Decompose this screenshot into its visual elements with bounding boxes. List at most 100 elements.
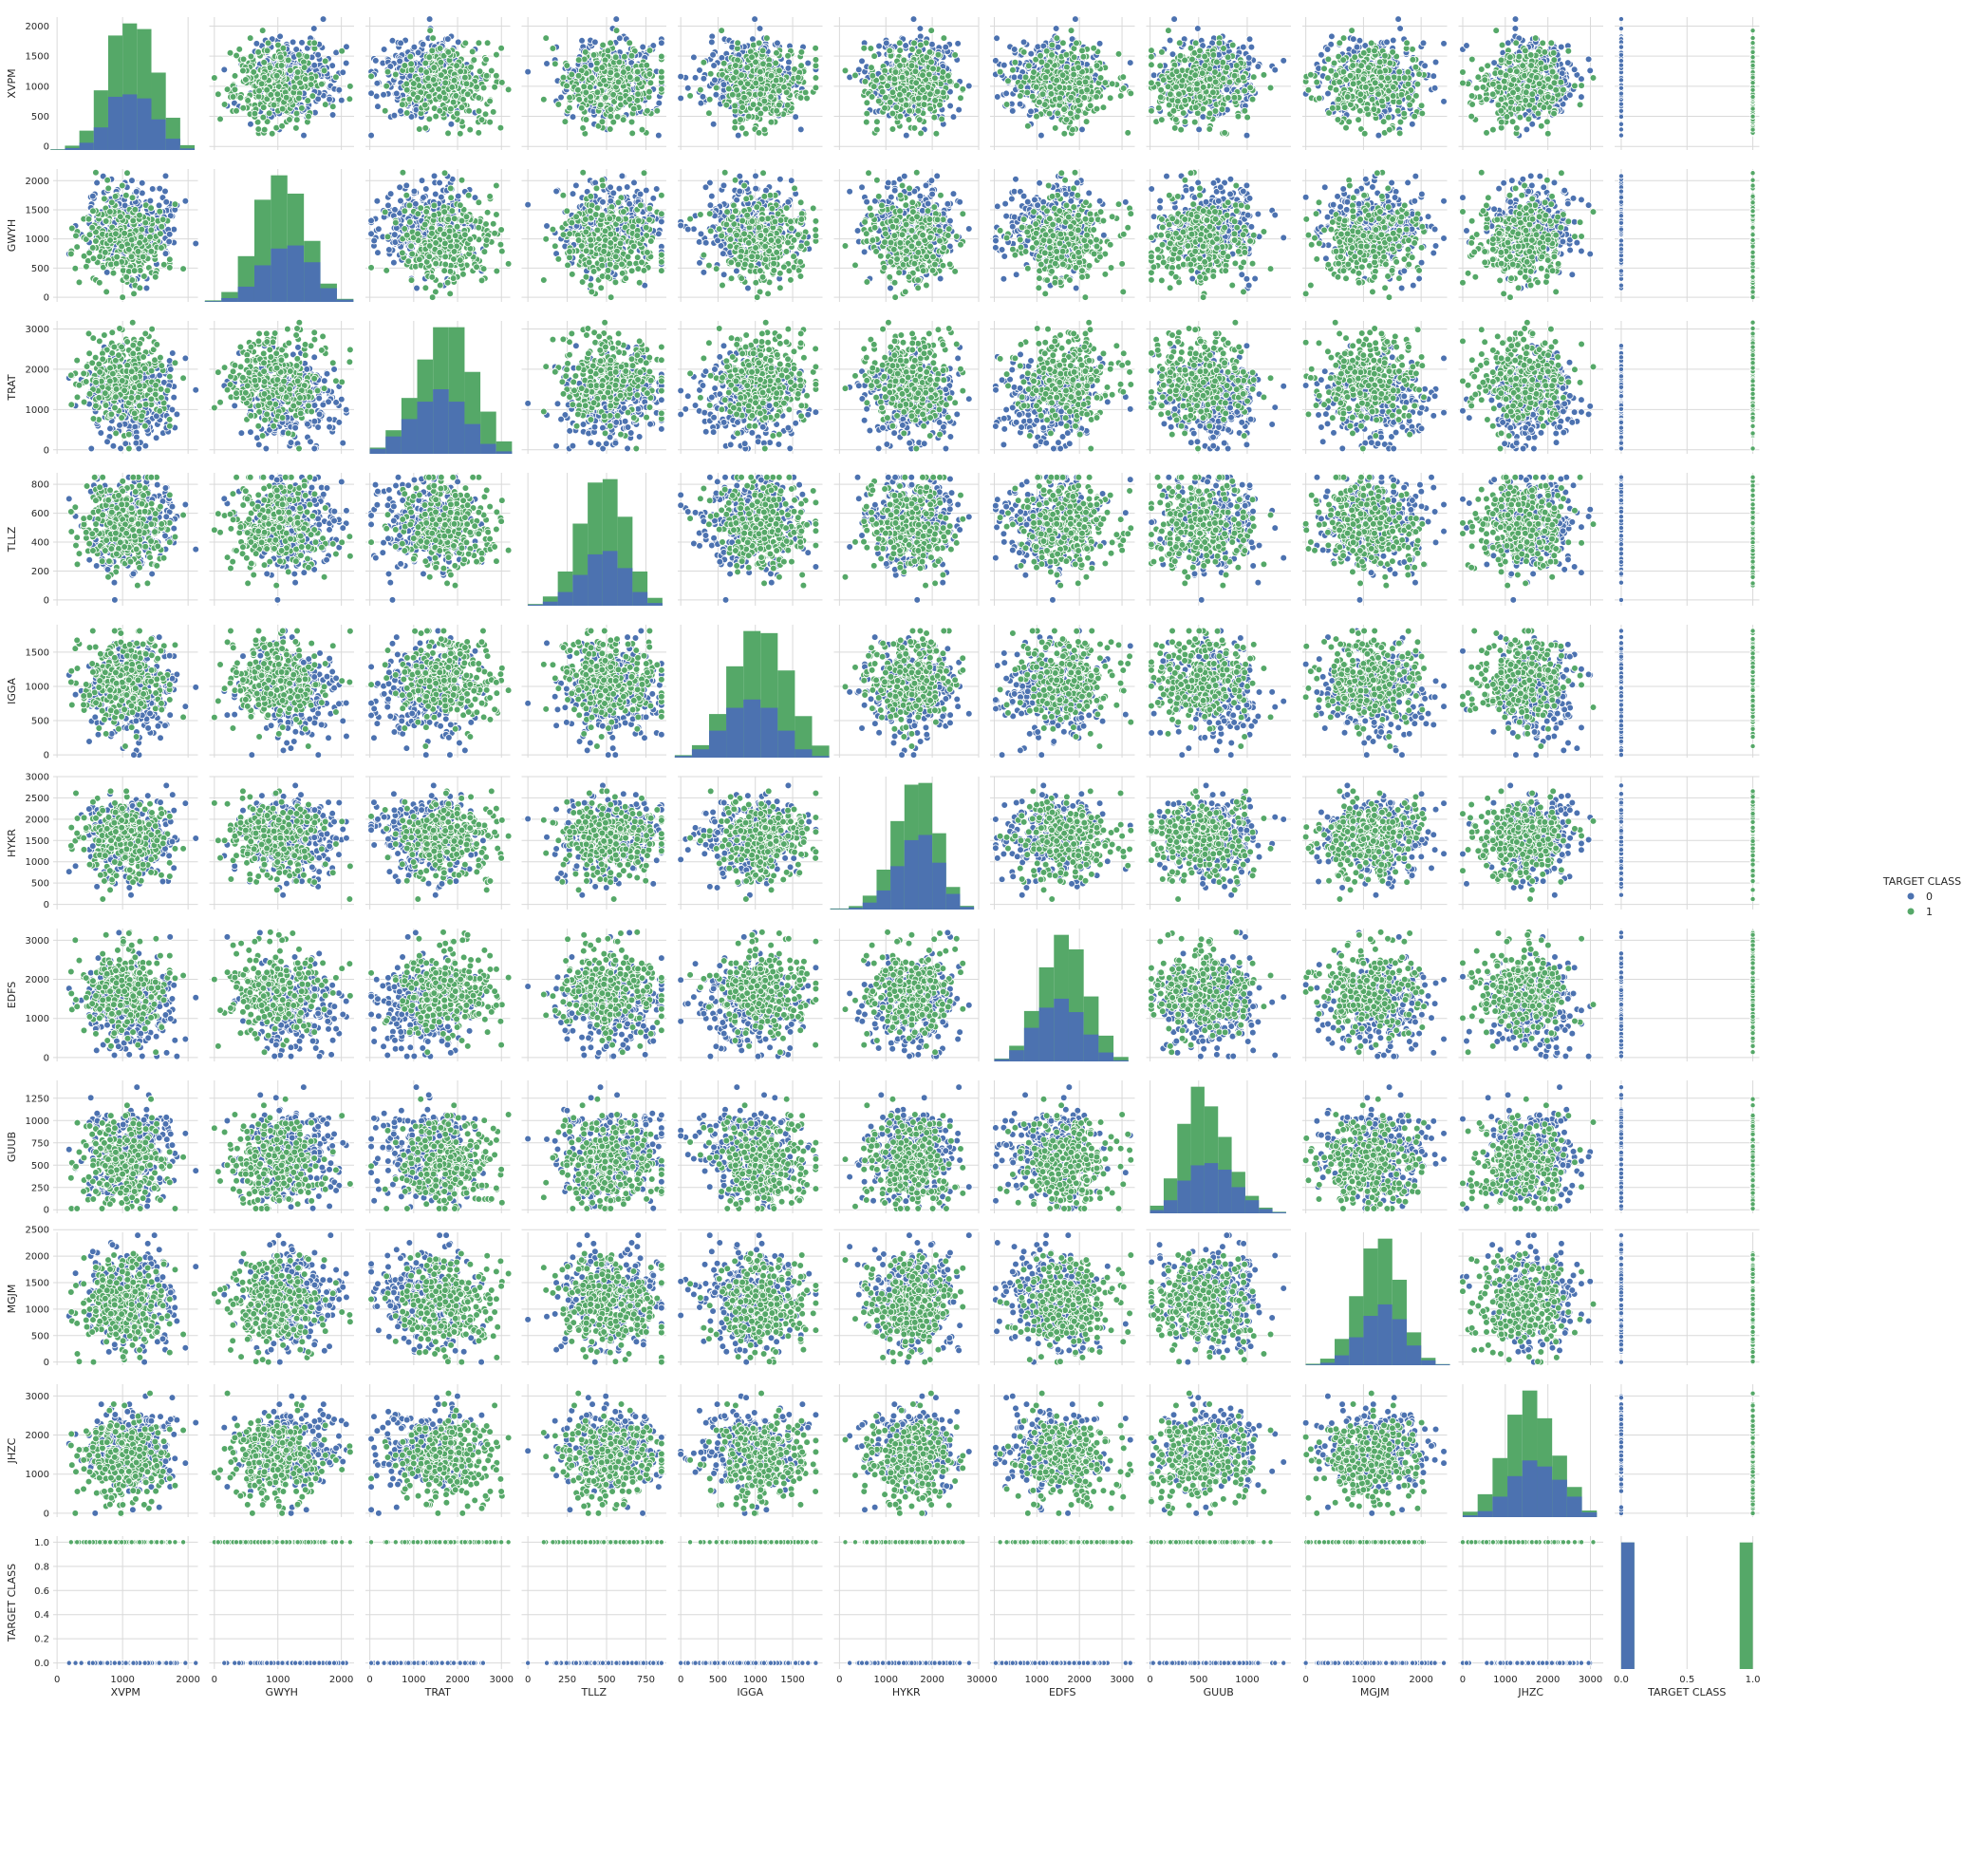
scatter-point-class-1 — [322, 102, 328, 108]
scatter-point-class-0 — [343, 60, 349, 66]
scatter-point-class-1 — [1125, 129, 1131, 136]
scatter-point-class-1 — [237, 94, 244, 101]
scatter-point-class-1 — [578, 104, 585, 111]
scatter-point-class-1 — [463, 81, 470, 87]
scatter-point-class-1 — [468, 64, 475, 70]
scatter-point-class-1 — [908, 63, 915, 69]
scatter-point-class-1 — [458, 104, 465, 111]
scatter-point-class-1 — [1055, 110, 1061, 117]
scatter-point-class-1 — [1390, 84, 1396, 90]
scatter-point-class-1 — [1200, 84, 1206, 90]
scatter-point-class-1 — [1022, 74, 1029, 81]
scatter-point-class-1 — [1410, 56, 1416, 63]
scatter-point-class-1 — [1158, 117, 1165, 123]
scatter-point-class-1 — [608, 40, 614, 47]
scatter-point-class-1 — [1401, 75, 1408, 82]
scatter-point-class-1 — [1025, 63, 1032, 69]
scatter-point-class-1 — [552, 61, 558, 67]
scatter-point-class-1 — [864, 100, 870, 106]
scatter-point-class-1 — [1182, 97, 1188, 103]
scatter-point-class-1 — [569, 71, 575, 78]
scatter-point-class-1 — [1368, 40, 1374, 47]
scatter-point-class-1 — [601, 77, 608, 84]
scatter-point-class-1 — [433, 113, 439, 120]
scatter-point-class-1 — [442, 80, 449, 86]
scatter-point-class-1 — [447, 105, 454, 112]
scatter-point-class-1 — [297, 80, 304, 86]
scatter-point-class-1 — [339, 47, 346, 54]
scatter-point-class-0 — [757, 26, 763, 32]
scatter-point-class-1 — [899, 74, 906, 81]
scatter-point-class-1 — [476, 95, 482, 102]
scatter-point-class-0 — [1167, 37, 1173, 44]
scatter-point-class-1 — [658, 85, 664, 92]
scatter-point-class-1 — [1210, 51, 1217, 58]
scatter-point-class-0 — [1243, 132, 1250, 139]
scatter-point-class-0 — [1053, 26, 1059, 32]
scatter-point-class-1 — [1379, 98, 1386, 104]
scatter-point-class-1 — [1307, 71, 1314, 78]
scatter-point-class-1 — [1048, 90, 1055, 97]
scatter-point-class-0 — [591, 39, 598, 46]
scatter-point-class-1 — [426, 116, 433, 122]
scatter-point-class-1 — [891, 76, 898, 83]
scatter-point-class-0 — [1441, 40, 1448, 47]
scatter-point-class-0 — [1395, 16, 1402, 23]
scatter-point-class-1 — [426, 54, 433, 61]
scatter-point-class-1 — [1382, 52, 1389, 59]
scatter-point-class-1 — [1249, 96, 1256, 103]
scatter-point-class-1 — [384, 68, 391, 75]
hist-bar-class-0 — [94, 127, 108, 150]
scatter-point-class-1 — [639, 126, 645, 133]
scatter-point-class-0 — [1255, 64, 1262, 70]
scatter-point-class-0 — [992, 57, 999, 64]
scatter-point-class-1 — [1194, 81, 1201, 87]
scatter-point-class-0 — [797, 126, 804, 133]
scatter-point-class-1 — [933, 130, 940, 137]
scatter-point-class-1 — [277, 54, 284, 61]
scatter-point-class-1 — [774, 49, 780, 56]
scatter-point-class-1 — [1344, 94, 1351, 101]
scatter-point-class-1 — [575, 57, 582, 64]
scatter-point-class-0 — [616, 35, 623, 42]
scatter-point-class-1 — [1128, 90, 1134, 97]
scatter-point-class-1 — [299, 104, 306, 111]
scatter-point-class-1 — [403, 81, 410, 87]
scatter-point-class-1 — [483, 56, 490, 63]
scatter-point-class-0 — [883, 40, 889, 47]
scatter-point-class-1 — [484, 40, 491, 47]
scatter-point-class-1 — [1074, 40, 1080, 47]
scatter-point-class-1 — [1060, 40, 1067, 47]
scatter-point-class-1 — [1047, 84, 1054, 90]
y-tick-label: 0 — [44, 142, 49, 153]
hist-bar-class-0 — [65, 148, 79, 150]
scatter-point-class-1 — [1404, 40, 1411, 47]
scatter-point-class-0 — [1430, 73, 1437, 80]
scatter-point-class-0 — [929, 41, 936, 47]
scatter-point-class-1 — [897, 47, 904, 54]
scatter-point-class-1 — [920, 72, 926, 79]
scatter-point-class-1 — [614, 114, 621, 121]
scatter-point-class-1 — [889, 89, 896, 96]
scatter-point-class-1 — [1335, 117, 1341, 123]
scatter-point-class-0 — [678, 95, 684, 102]
scatter-point-class-1 — [934, 88, 941, 95]
scatter-point-class-0 — [372, 57, 379, 64]
scatter-point-class-1 — [560, 74, 567, 81]
scatter-point-class-1 — [1347, 72, 1354, 79]
scatter-point-class-0 — [1512, 26, 1519, 32]
scatter-point-class-1 — [621, 69, 627, 76]
scatter-point-class-1 — [1356, 107, 1363, 114]
scatter-point-class-0 — [1196, 126, 1203, 133]
scatter-point-class-1 — [451, 77, 458, 84]
scatter-point-class-1 — [271, 102, 277, 108]
scatter-point-class-0 — [1240, 44, 1246, 50]
scatter-point-class-1 — [1376, 59, 1383, 66]
scatter-point-class-1 — [469, 48, 476, 55]
scatter-point-class-1 — [1357, 91, 1364, 98]
scatter-point-class-1 — [1331, 60, 1337, 66]
scatter-point-class-1 — [861, 45, 868, 51]
scatter-point-class-0 — [1318, 51, 1325, 58]
scatter-point-class-1 — [555, 102, 562, 108]
scatter-point-class-1 — [305, 98, 311, 104]
